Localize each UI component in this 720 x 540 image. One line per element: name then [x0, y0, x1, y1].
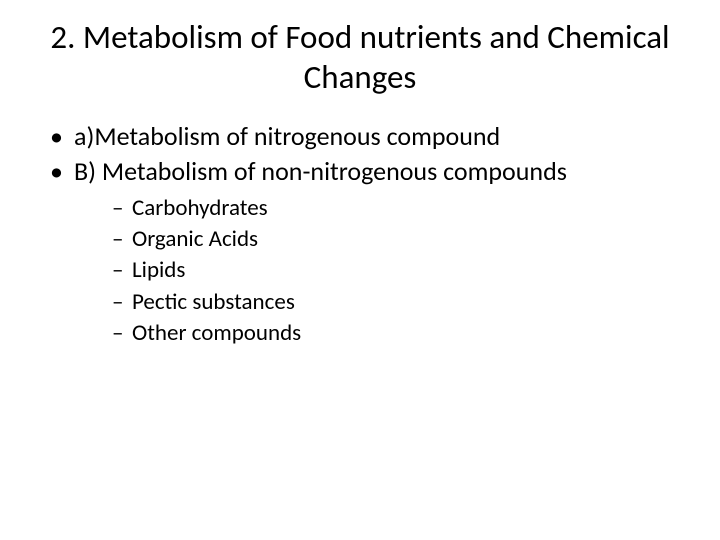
list-item: Pectic substances — [112, 287, 680, 318]
bullet-list-level1: a)Metabolism of nitrogenous compound B) … — [40, 119, 680, 348]
list-item: a)Metabolism of nitrogenous compound — [50, 119, 680, 154]
list-item: Organic Acids — [112, 224, 680, 255]
bullet-text: B) Metabolism of non-nitrogenous compoun… — [74, 155, 567, 187]
bullet-text: Other compounds — [132, 319, 301, 347]
bullet-text: a)Metabolism of nitrogenous compound — [74, 120, 500, 152]
list-item: B) Metabolism of non-nitrogenous compoun… — [50, 154, 680, 348]
list-item: Other compounds — [112, 318, 680, 349]
bullet-text: Organic Acids — [132, 225, 258, 253]
bullet-text: Pectic substances — [132, 288, 295, 316]
bullet-text: Carbohydrates — [132, 194, 268, 222]
slide-title: 2. Metabolism of Food nutrients and Chem… — [40, 18, 680, 97]
list-item: Lipids — [112, 255, 680, 286]
slide: 2. Metabolism of Food nutrients and Chem… — [0, 0, 720, 540]
bullet-text: Lipids — [132, 256, 185, 284]
list-item: Carbohydrates — [112, 193, 680, 224]
bullet-list-level2: Carbohydrates Organic Acids Lipids Pecti… — [74, 193, 680, 348]
